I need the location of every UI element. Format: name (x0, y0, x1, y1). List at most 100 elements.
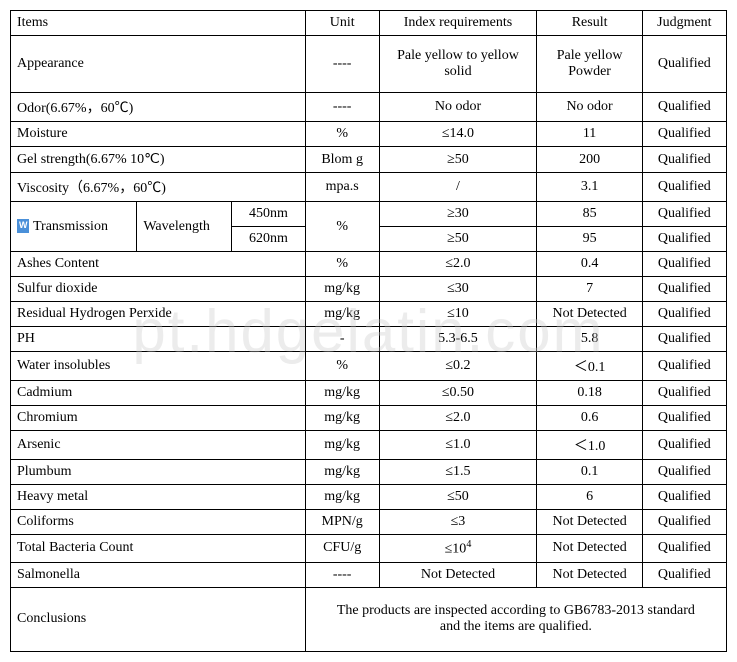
index-cell: ≤1.0 (379, 431, 537, 460)
unit-cell: ---- (305, 36, 379, 93)
item-cell: Viscosity（6.67%，60℃) (11, 173, 306, 202)
table-row: Cadmiummg/kg≤0.500.18Qualified (11, 381, 727, 406)
judg-cell: Qualified (642, 510, 726, 535)
unit-cell: ---- (305, 562, 379, 587)
result-cell: 7 (537, 277, 642, 302)
index-cell: / (379, 173, 537, 202)
header-unit: Unit (305, 11, 379, 36)
unit-cell: mg/kg (305, 302, 379, 327)
conclusions-text: The products are inspected according to … (305, 587, 726, 651)
result-cell: 6 (537, 485, 642, 510)
unit-cell: % (305, 122, 379, 147)
result-cell: ＜0.1 (537, 352, 642, 381)
result-cell: 3.1 (537, 173, 642, 202)
table-row: ColiformsMPN/g≤3Not DetectedQualified (11, 510, 727, 535)
result-cell: 5.8 (537, 327, 642, 352)
item-cell: Residual Hydrogen Perxide (11, 302, 306, 327)
item-cell: Arsenic (11, 431, 306, 460)
header-index: Index requirements (379, 11, 537, 36)
index-cell: ≤30 (379, 277, 537, 302)
result-cell: 0.6 (537, 406, 642, 431)
trans-620-result: 95 (537, 227, 642, 252)
item-cell: Heavy metal (11, 485, 306, 510)
unit-cell: % (305, 352, 379, 381)
transmission-unit: % (305, 202, 379, 252)
trans-620-index: ≥50 (379, 227, 537, 252)
item-cell: Chromium (11, 406, 306, 431)
judg-cell: Qualified (642, 122, 726, 147)
judg-cell: Qualified (642, 93, 726, 122)
item-cell: PH (11, 327, 306, 352)
table-row: Ashes Content%≤2.00.4Qualified (11, 252, 727, 277)
trans-620-judg: Qualified (642, 227, 726, 252)
unit-cell: MPN/g (305, 510, 379, 535)
index-cell: ≤50 (379, 485, 537, 510)
header-judgment: Judgment (642, 11, 726, 36)
item-cell: Cadmium (11, 381, 306, 406)
item-cell: Odor(6.67%，60℃) (11, 93, 306, 122)
index-cell: ≤0.2 (379, 352, 537, 381)
table-row: PH-5.3-6.55.8Qualified (11, 327, 727, 352)
judg-cell: Qualified (642, 485, 726, 510)
result-cell: 200 (537, 147, 642, 173)
index-cell: No odor (379, 93, 537, 122)
unit-cell: mg/kg (305, 431, 379, 460)
doc-icon (17, 219, 29, 233)
judg-cell: Qualified (642, 352, 726, 381)
table-row: Total Bacteria CountCFU/g≤104Not Detecte… (11, 535, 727, 563)
index-cell: Not Detected (379, 562, 537, 587)
table-row: Appearance----Pale yellow to yellow soli… (11, 36, 727, 93)
wavelength-450: 450nm (232, 202, 306, 227)
unit-cell: mg/kg (305, 406, 379, 431)
result-cell: Not Detected (537, 562, 642, 587)
index-cell: ≤1.5 (379, 460, 537, 485)
judg-cell: Qualified (642, 147, 726, 173)
trans-450-result: 85 (537, 202, 642, 227)
table-row: Arsenicmg/kg≤1.0＜1.0Qualified (11, 431, 727, 460)
index-cell: ≤0.50 (379, 381, 537, 406)
index-cell: ≤3 (379, 510, 537, 535)
index-cell: ≤2.0 (379, 252, 537, 277)
table-row: Chromiummg/kg≤2.00.6Qualified (11, 406, 727, 431)
unit-cell: - (305, 327, 379, 352)
judg-cell: Qualified (642, 431, 726, 460)
item-cell: Total Bacteria Count (11, 535, 306, 563)
result-cell: 0.4 (537, 252, 642, 277)
table-row: Viscosity（6.67%，60℃)mpa.s/3.1Qualified (11, 173, 727, 202)
index-cell: Pale yellow to yellow solid (379, 36, 537, 93)
unit-cell: ---- (305, 93, 379, 122)
result-cell: 0.1 (537, 460, 642, 485)
unit-cell: Blom g (305, 147, 379, 173)
trans-450-judg: Qualified (642, 202, 726, 227)
item-cell: Plumbum (11, 460, 306, 485)
spec-table: Items Unit Index requirements Result Jud… (10, 10, 727, 652)
judg-cell: Qualified (642, 302, 726, 327)
table-row: Plumbummg/kg≤1.50.1Qualified (11, 460, 727, 485)
header-items: Items (11, 11, 306, 36)
judg-cell: Qualified (642, 36, 726, 93)
unit-cell: mpa.s (305, 173, 379, 202)
item-cell: Gel strength(6.67% 10℃) (11, 147, 306, 173)
table-row: Salmonella----Not DetectedNot DetectedQu… (11, 562, 727, 587)
index-cell: ≤14.0 (379, 122, 537, 147)
conclusions-label: Conclusions (11, 587, 306, 651)
item-cell: Sulfur dioxide (11, 277, 306, 302)
item-cell: Moisture (11, 122, 306, 147)
unit-cell: % (305, 252, 379, 277)
judg-cell: Qualified (642, 381, 726, 406)
index-cell: ≤10 (379, 302, 537, 327)
result-cell: ＜1.0 (537, 431, 642, 460)
item-cell: Water insolubles (11, 352, 306, 381)
result-cell: No odor (537, 93, 642, 122)
judg-cell: Qualified (642, 327, 726, 352)
unit-cell: CFU/g (305, 535, 379, 563)
table-row: Heavy metalmg/kg≤506Qualified (11, 485, 727, 510)
item-cell: Ashes Content (11, 252, 306, 277)
item-cell: Appearance (11, 36, 306, 93)
table-row: Residual Hydrogen Perxidemg/kg≤10Not Det… (11, 302, 727, 327)
judg-cell: Qualified (642, 460, 726, 485)
trans-450-index: ≥30 (379, 202, 537, 227)
judg-cell: Qualified (642, 535, 726, 563)
wavelength-620: 620nm (232, 227, 306, 252)
result-cell: 0.18 (537, 381, 642, 406)
